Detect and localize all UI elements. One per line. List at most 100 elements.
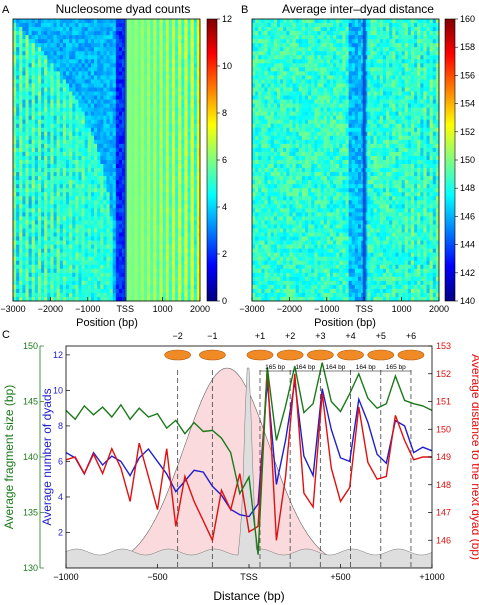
heatmap-cell	[41, 115, 45, 121]
heatmap-cell	[56, 244, 61, 249]
heatmap-cell	[94, 160, 98, 165]
heatmap-cell	[87, 119, 92, 125]
heatmap-cell	[13, 127, 17, 133]
heatmap-cell	[118, 280, 123, 286]
heatmap-cell	[75, 184, 79, 189]
heatmap-cell	[22, 107, 26, 112]
heatmap-cell	[128, 83, 132, 88]
heatmap-cell	[97, 87, 101, 92]
heatmap-cell	[106, 103, 110, 108]
heatmap-cell	[143, 216, 148, 221]
heatmap-cell	[193, 204, 198, 209]
heatmap-cell	[19, 119, 23, 125]
heatmap-cell	[131, 115, 135, 121]
heatmap-cell	[69, 27, 73, 32]
heatmap-cell	[84, 83, 89, 88]
heatmap-cell	[90, 107, 95, 112]
heatmap-cell	[115, 196, 120, 201]
heatmap-cell	[283, 47, 287, 52]
heatmap-cell	[162, 280, 167, 286]
heatmap-cell	[115, 268, 120, 274]
heatmap-cell	[131, 292, 135, 298]
heatmap-cell	[196, 59, 201, 64]
heatmap-cell	[28, 188, 32, 193]
heatmap-cell	[90, 280, 95, 286]
heatmap-cell	[178, 172, 182, 177]
heatmap-cell	[153, 23, 157, 28]
heatmap-cell	[65, 272, 70, 278]
heatmap-cell	[283, 67, 287, 72]
heatmap-cell	[128, 19, 132, 24]
heatmap-cell	[407, 39, 412, 44]
heatmap-cell	[109, 172, 114, 177]
heatmap-cell	[78, 252, 82, 257]
heatmap-cell	[50, 71, 54, 76]
heatmap-cell	[44, 155, 48, 161]
heatmap-cell	[28, 164, 32, 169]
heatmap-cell	[75, 51, 79, 56]
heatmap-cell	[28, 39, 32, 44]
heatmap-cell	[181, 164, 185, 169]
heatmap-cell	[65, 95, 70, 100]
heatmap-cell	[131, 151, 135, 157]
heatmap-cell	[131, 107, 135, 112]
heatmap-cell	[156, 276, 160, 282]
heatmap-cell	[171, 39, 176, 44]
heatmap-cell	[72, 200, 76, 205]
heatmap-cell	[370, 23, 374, 28]
heatmap-cell	[62, 196, 67, 201]
heatmap-cell	[53, 248, 57, 253]
heatmap-cell	[62, 23, 67, 28]
heatmap-cell	[382, 47, 387, 52]
heatmap-cell	[184, 276, 188, 282]
heatmap-cell	[181, 240, 185, 245]
heatmap-cell	[97, 55, 101, 60]
heatmap-cell	[72, 123, 76, 129]
heatmap-cell	[109, 27, 114, 32]
heatmap-cell	[184, 127, 188, 133]
heatmap-cell	[94, 43, 98, 48]
heatmap-cell	[171, 103, 176, 108]
heatmap-cell	[90, 260, 95, 266]
heatmap-cell	[395, 43, 399, 48]
heatmap-cell	[19, 31, 23, 36]
heatmap-cell	[128, 59, 132, 64]
heatmap-cell	[81, 91, 85, 96]
heatmap-cell	[181, 236, 185, 241]
heatmap-cell	[414, 35, 418, 40]
heatmap-cell	[53, 79, 57, 84]
heatmap-cell	[34, 240, 39, 245]
heatmap-cell	[34, 196, 39, 201]
heatmap-cell	[78, 131, 82, 137]
heatmap-cell	[97, 200, 101, 205]
heatmap-cell	[34, 147, 39, 153]
heatmap-cell	[50, 79, 54, 84]
heatmap-cell	[103, 192, 107, 197]
heatmap-cell	[140, 176, 145, 181]
heatmap-cell	[147, 95, 151, 100]
heatmap-cell	[178, 67, 182, 72]
heatmap-cell	[41, 196, 45, 201]
heatmap-cell	[53, 19, 57, 24]
heatmap-cell	[193, 188, 198, 193]
heatmap-cell	[87, 188, 92, 193]
heatmap-cell	[109, 67, 114, 72]
heatmap-cell	[128, 51, 132, 56]
heatmap-cell	[59, 232, 64, 237]
heatmap-cell	[255, 19, 259, 24]
heatmap-cell	[75, 19, 79, 24]
heatmap-cell	[184, 208, 188, 213]
heatmap-cell	[131, 43, 135, 48]
heatmap-cell	[143, 47, 148, 52]
heatmap-cell	[159, 208, 163, 213]
heatmap-cell	[147, 107, 151, 112]
heatmap-cell	[345, 31, 349, 36]
heatmap-cell	[56, 196, 61, 201]
heatmap-cell	[34, 204, 39, 209]
heatmap-cell	[69, 260, 73, 266]
heatmap-cell	[78, 164, 82, 169]
heatmap-cell	[301, 43, 306, 48]
heatmap-cell	[100, 168, 104, 173]
heatmap-cell	[16, 75, 20, 80]
heatmap-cell	[153, 155, 157, 161]
